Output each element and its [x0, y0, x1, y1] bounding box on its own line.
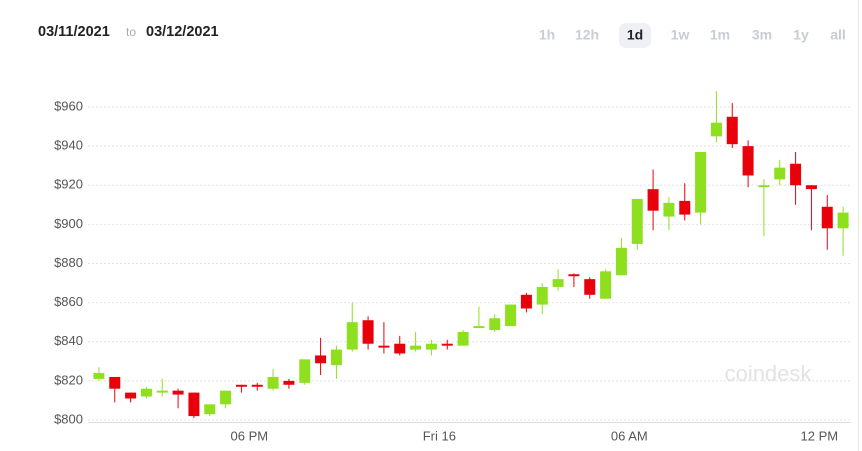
candle-body — [473, 326, 485, 329]
x-tick-label: Fri 16 — [423, 428, 456, 443]
candle-body — [441, 343, 453, 346]
candle-body — [584, 279, 596, 295]
candle-body — [125, 392, 137, 399]
candle-body — [204, 404, 216, 415]
candle-body — [505, 304, 517, 327]
candle-body — [362, 320, 374, 344]
candle-body — [299, 359, 311, 383]
candle-body — [552, 279, 564, 287]
candle-body — [774, 167, 786, 180]
candle-body — [742, 146, 754, 176]
candle-body — [790, 163, 802, 186]
date-to-word: to — [126, 25, 136, 39]
y-tick-label: $940 — [54, 138, 83, 153]
candle-body — [378, 345, 390, 348]
x-tick-label: 06 PM — [231, 428, 269, 443]
candle-body — [710, 122, 722, 137]
candle-body — [679, 200, 691, 215]
y-tick-label: $900 — [54, 216, 83, 231]
candle-body — [140, 388, 152, 397]
y-tick-label: $840 — [54, 333, 83, 348]
range-button[interactable]: 1d — [627, 27, 643, 43]
date-from: 03/11/2021 — [38, 24, 110, 40]
candle-body — [663, 202, 675, 217]
y-tick-label: $880 — [54, 255, 83, 270]
candle-body — [346, 322, 358, 350]
range-active-bg — [619, 23, 651, 48]
candle-body — [251, 384, 263, 387]
y-tick-label: $820 — [54, 372, 83, 387]
candle-body — [695, 151, 707, 213]
candle-body — [647, 189, 659, 211]
candle-body — [315, 355, 327, 364]
candle-body — [394, 343, 406, 354]
candle-body — [235, 384, 247, 387]
candle-body — [330, 349, 342, 366]
candle-body — [758, 185, 770, 188]
range-button[interactable]: 3m — [752, 27, 772, 43]
date-to: 03/12/2021 — [146, 24, 219, 40]
candle-body — [283, 380, 295, 385]
y-tick-label: $920 — [54, 177, 83, 192]
range-button[interactable]: all — [830, 27, 846, 43]
candle-body — [93, 373, 105, 379]
candle-body — [489, 318, 501, 331]
x-tick-label: 12 PM — [801, 428, 839, 443]
range-button[interactable]: 1m — [710, 27, 730, 43]
y-tick-label: $860 — [54, 294, 83, 309]
candle-body — [520, 294, 532, 309]
y-tick-label: $800 — [54, 411, 83, 426]
range-button[interactable]: 1h — [539, 27, 555, 43]
candle-body — [457, 331, 469, 346]
candle-body — [536, 286, 548, 305]
candle-body — [568, 274, 580, 277]
candle-body — [188, 392, 200, 417]
candle-body — [220, 390, 232, 405]
candle-body — [410, 345, 422, 350]
range-buttons: 1h 12h 1d 1w 1m 3m 1y all — [539, 23, 846, 48]
candle-body — [600, 271, 612, 299]
candle-body — [267, 376, 279, 389]
x-tick-label: 06 AM — [611, 428, 648, 443]
range-button[interactable]: 1y — [793, 27, 809, 43]
candle-body — [156, 390, 168, 393]
candle-body — [615, 247, 627, 276]
candle-body — [837, 212, 849, 229]
candle-body — [631, 198, 643, 244]
range-button[interactable]: 12h — [575, 27, 599, 43]
y-tick-label: $960 — [54, 98, 83, 113]
range-button[interactable]: 1w — [671, 27, 690, 43]
candle-body — [805, 185, 817, 190]
watermark: coindesk — [725, 361, 813, 386]
candle-body — [109, 376, 121, 389]
candle-body — [425, 343, 437, 350]
candle-body — [726, 116, 738, 145]
candle-body — [172, 390, 184, 395]
candle-body — [821, 206, 833, 229]
